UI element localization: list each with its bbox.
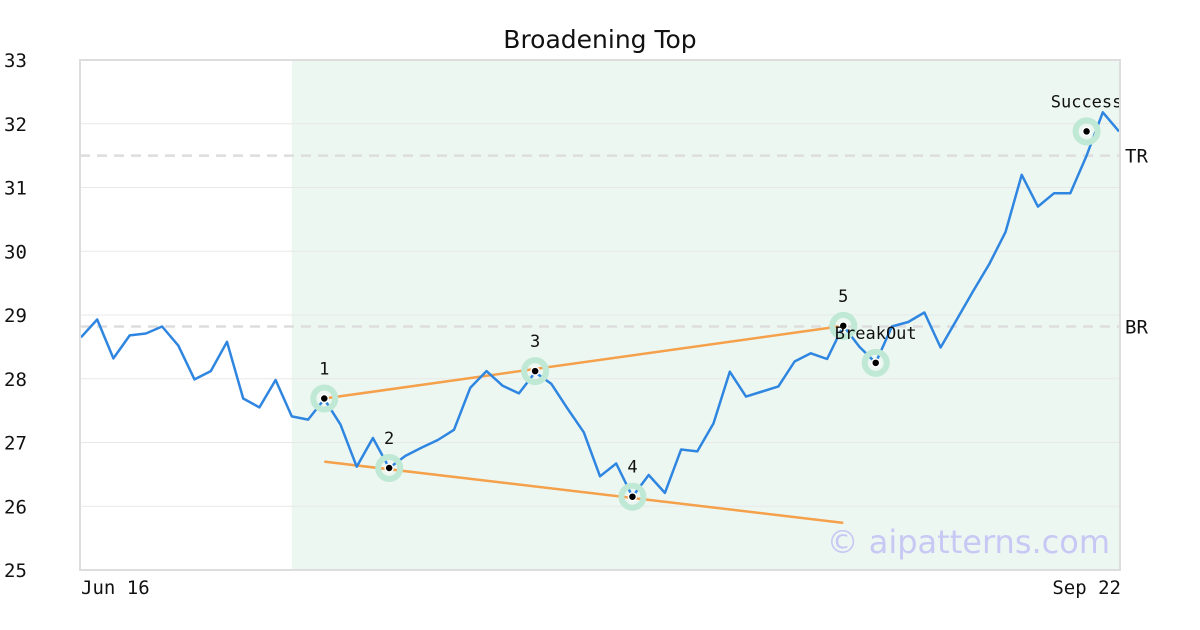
marker-halo	[861, 348, 890, 377]
level-label: BR	[1125, 316, 1148, 338]
y-tick-label: 27	[4, 433, 27, 455]
marker-label: Success	[1051, 92, 1123, 112]
chart-title: Broadening Top	[503, 25, 696, 54]
marker-halo	[1072, 117, 1101, 146]
marker-halo	[829, 311, 858, 340]
marker-halo	[618, 482, 647, 511]
level-label: TR	[1125, 146, 1148, 168]
watermark: © aipatterns.com	[827, 523, 1110, 561]
marker-point	[1081, 126, 1092, 137]
y-tick-label: 29	[4, 305, 27, 327]
y-tick-label: 31	[4, 178, 27, 200]
marker-point	[384, 463, 394, 473]
plot-frame	[79, 59, 1121, 571]
marker-halo	[310, 384, 339, 413]
marker-label: 1	[319, 360, 329, 380]
marker-point	[870, 358, 881, 368]
y-tick-label: 26	[4, 496, 27, 518]
x-tick-label: Sep 22	[1052, 577, 1121, 599]
marker-halo	[375, 454, 404, 482]
x-tick-label: Jun 16	[81, 577, 150, 599]
marker-halo	[521, 357, 550, 386]
marker-label: 5	[838, 287, 848, 307]
y-tick-label: 28	[4, 369, 27, 391]
trendlines	[324, 324, 844, 525]
levels: TR BR	[80, 146, 1148, 338]
marker-point	[319, 393, 330, 404]
price-line	[80, 111, 1120, 498]
y-tick-label: 25	[4, 560, 27, 582]
marker-point	[627, 491, 638, 502]
marker-label: 2	[384, 429, 394, 449]
marker-point	[838, 321, 849, 331]
trendline	[324, 324, 844, 400]
marker-label: 3	[530, 332, 540, 352]
marker-point	[530, 366, 540, 376]
y-axis: 25 26 27 28 29 30 31 32 33	[4, 50, 27, 582]
markers: 1 2 3 4 5 BreakOut Success	[310, 92, 1123, 511]
y-tick-label: 32	[4, 114, 27, 136]
trendline	[324, 460, 844, 525]
marker-label: BreakOut	[835, 324, 917, 344]
y-tick-label: 30	[4, 241, 27, 263]
y-tick-label: 33	[4, 50, 27, 72]
marker-label: 4	[627, 458, 637, 478]
x-axis: Jun 16 Sep 22	[81, 577, 1121, 599]
